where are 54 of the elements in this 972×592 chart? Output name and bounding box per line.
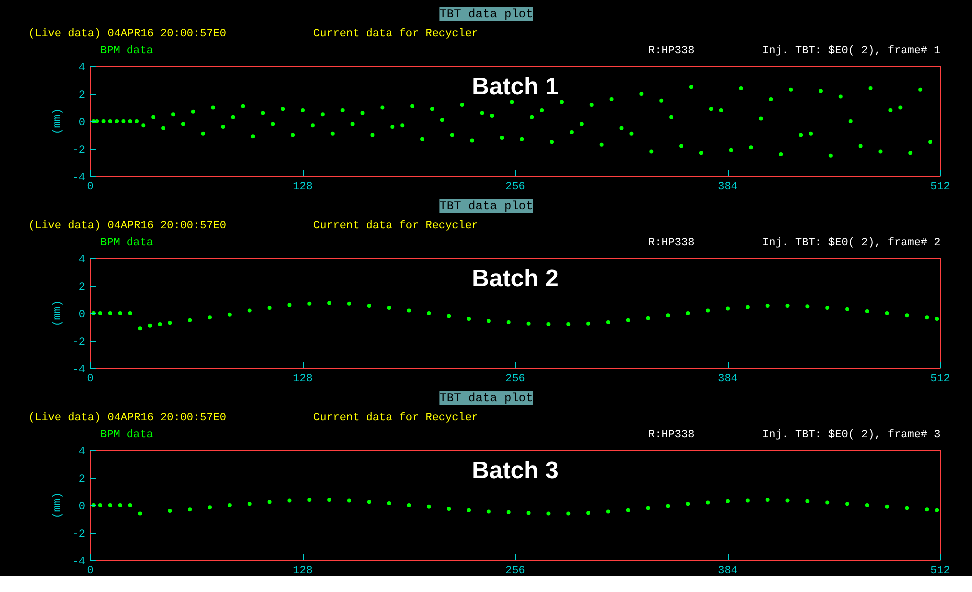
text: R:HP338 — [648, 46, 695, 58]
x-tick-label: 512 — [930, 182, 950, 194]
y-tick-label: 4 — [78, 254, 86, 266]
y-tick-label: -2 — [72, 145, 86, 157]
annotation: Batch 1 — [472, 74, 559, 100]
y-tick-label: 4 — [78, 62, 86, 74]
chart-subtitle: (Live data) 04APR16 20:00:57E0 — [28, 28, 227, 40]
text: BPM data — [100, 46, 154, 58]
text: Current data for Recycler — [314, 28, 479, 40]
x-tick-label: 128 — [293, 566, 313, 578]
y-tick-label: -2 — [72, 529, 86, 541]
y-tick-label: -4 — [72, 364, 86, 376]
y-tick-label: 0 — [78, 502, 86, 514]
text: R:HP338 — [648, 238, 695, 250]
chart-title: TBT data plot — [440, 8, 534, 22]
annotation: Batch 2 — [472, 266, 559, 292]
chart-subtitle: (Live data) 04APR16 20:00:57E0 — [28, 220, 227, 232]
chart-subtitle: (Live data) 04APR16 20:00:57E0 — [28, 412, 227, 424]
x-tick-label: 0 — [87, 182, 94, 194]
y-tick-label: 2 — [78, 90, 86, 102]
text: BPM data — [100, 238, 154, 250]
x-tick-label: 384 — [718, 182, 738, 194]
x-tick-label: 256 — [506, 374, 526, 386]
annotation: Batch 3 — [472, 458, 559, 484]
x-tick-label: 384 — [718, 566, 738, 578]
text: Inj. TBT: $E0( 2), frame# 1 — [762, 46, 942, 58]
text: Current data for Recycler — [314, 412, 479, 424]
y-tick-label: -2 — [72, 337, 86, 349]
y-tick-label: -4 — [72, 172, 86, 184]
text: Inj. TBT: $E0( 2), frame# 3 — [762, 430, 941, 442]
x-tick-label: 256 — [506, 566, 526, 578]
y-tick-label: -4 — [72, 556, 86, 568]
y-axis-title: (mm) — [52, 492, 64, 519]
x-tick-label: 256 — [506, 182, 526, 194]
y-tick-label: 4 — [78, 446, 86, 458]
y-tick-label: 0 — [78, 118, 86, 130]
x-tick-label: 512 — [930, 566, 950, 578]
chart-title: TBT data plot — [440, 200, 534, 214]
x-tick-label: 512 — [930, 374, 950, 386]
text: BPM data — [100, 430, 154, 442]
y-axis-title: (mm) — [52, 108, 64, 135]
y-tick-label: 2 — [78, 282, 86, 294]
y-tick-label: 0 — [78, 310, 86, 322]
text: R:HP338 — [648, 430, 695, 442]
x-tick-label: 128 — [293, 374, 313, 386]
x-tick-label: 0 — [87, 566, 94, 578]
x-tick-label: 384 — [718, 374, 738, 386]
x-tick-label: 128 — [293, 182, 313, 194]
y-axis-title: (mm) — [52, 300, 64, 327]
y-tick-label: 2 — [78, 474, 86, 486]
text: Inj. TBT: $E0( 2), frame# 2 — [762, 238, 941, 250]
chart-title: TBT data plot — [440, 392, 534, 406]
text: Current data for Recycler — [314, 220, 479, 232]
x-tick-label: 0 — [87, 374, 94, 386]
